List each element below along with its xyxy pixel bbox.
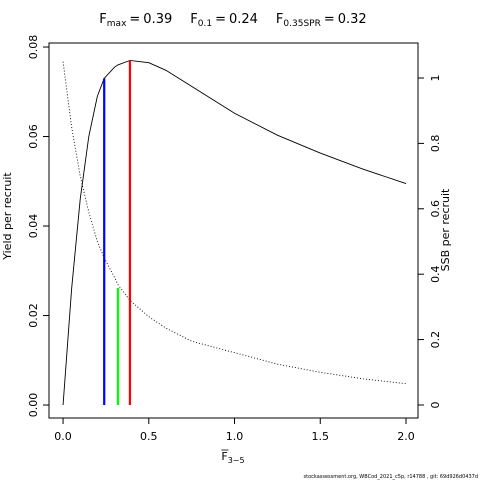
y2-axis-label: SSB per recruit [439, 188, 452, 271]
footer: stockassessment.org, WBCod_2021_c5p, r14… [304, 474, 478, 480]
y2-tick-label: 0.8 [429, 135, 442, 153]
title-equals: = [129, 12, 140, 27]
y2-tick-label: 0 [429, 401, 442, 408]
x-tick-label: 0.0 [54, 430, 72, 443]
x-axis-label: F3−5 [221, 450, 244, 465]
x-tick-label: 1.5 [312, 430, 330, 443]
y-axis-label: Yield per recruit [1, 172, 14, 261]
title-symbol: F [276, 12, 283, 27]
y2-tick-label: 0.6 [429, 200, 442, 218]
title-subscript: max [107, 19, 127, 29]
chart-title: Fmax = 0.39 F0.1 = 0.24 F0.35SPR = 0.32 [99, 12, 366, 29]
series-line [62, 59, 407, 406]
x-label-subscript: 3−5 [228, 456, 245, 465]
x-tick-label: 0.5 [140, 430, 158, 443]
title-equals: = [215, 12, 226, 27]
title-subscript: 0.35SPR [283, 19, 320, 29]
plot-box [48, 42, 419, 419]
x-tick-label: 1.0 [226, 430, 244, 443]
x-label-symbol: F [221, 450, 227, 463]
y2-tick-label: 1 [429, 74, 442, 81]
series-line [62, 61, 407, 385]
x-tick-label: 2.0 [397, 430, 415, 443]
title-value: 0.24 [229, 12, 258, 27]
y-tick-label: 0.00 [27, 393, 40, 418]
title-value: 0.39 [143, 12, 172, 27]
y-tick-label: 0.06 [27, 124, 40, 149]
y2-tick-label: 0.2 [429, 331, 442, 349]
y-tick-label: 0.02 [27, 303, 40, 328]
title-symbol: F [99, 12, 106, 27]
title-symbol: F [190, 12, 197, 27]
y2-tick-label: 0.4 [429, 265, 442, 283]
title-subscript: 0.1 [198, 19, 212, 29]
y-tick-label: 0.08 [27, 35, 40, 60]
title-equals: = [324, 12, 335, 27]
title-value: 0.32 [338, 12, 367, 27]
y-tick-label: 0.04 [27, 214, 40, 239]
